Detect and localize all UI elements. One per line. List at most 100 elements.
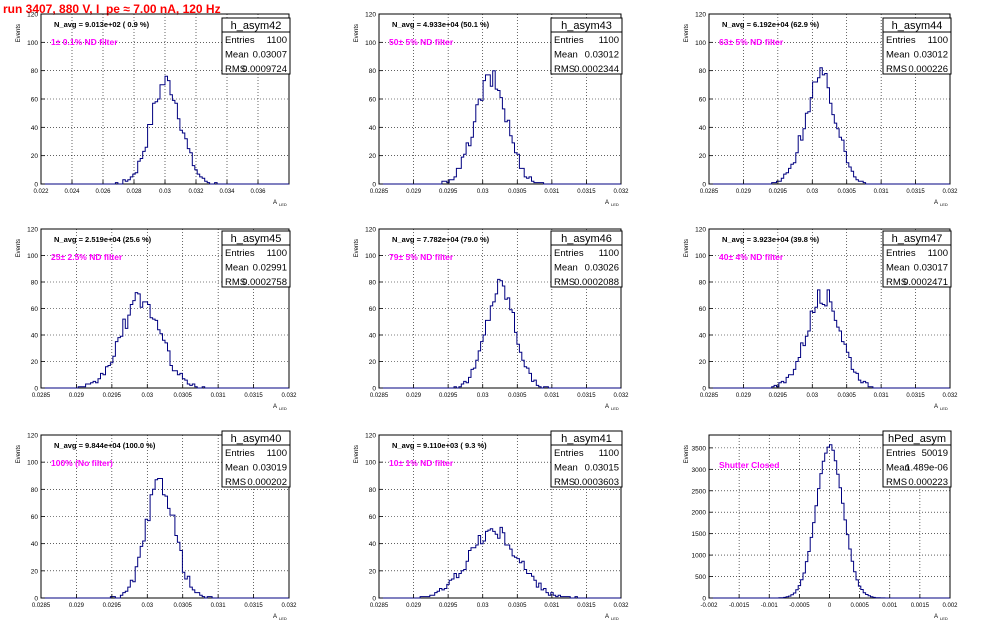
y-tick-label: 60 <box>699 97 707 104</box>
x-tick-label: 0.0005 <box>850 603 869 609</box>
y-tick-label: 40 <box>369 125 377 132</box>
x-axis-title-subscript: LED <box>279 616 287 621</box>
histogram-panel-h_asym46: 0 20 40 60 80 100 120 0.0285 0.029 0.0295 0.03 0.03… <box>354 227 629 412</box>
y-axis-title: Events <box>16 24 22 42</box>
y-tick-label: 1000 <box>692 553 707 560</box>
y-tick-label: 100 <box>695 253 706 260</box>
histogram-line <box>41 292 289 389</box>
y-tick-label: 80 <box>369 487 377 494</box>
navg-label: N_avg = 2.519e+04 (25.6 %) <box>54 235 152 244</box>
x-tick-label: 0.034 <box>219 189 235 195</box>
x-axis-title-subscript: LED <box>940 406 948 411</box>
stats-label: Entries <box>225 448 255 459</box>
y-tick-label: 3500 <box>692 445 707 452</box>
y-tick-label: 60 <box>699 306 707 313</box>
filter-label: 40± 4% ND filter <box>719 252 784 262</box>
y-tick-label: 20 <box>31 153 39 160</box>
x-tick-label: 0.0295 <box>769 393 788 399</box>
stats-label: Entries <box>225 35 255 46</box>
histogram-line <box>709 289 950 389</box>
y-tick-label: 20 <box>699 153 707 160</box>
x-tick-label: -0.001 <box>761 603 779 609</box>
x-axis-title-subscript: LED <box>611 202 619 207</box>
x-axis-title-subscript: LED <box>611 616 619 621</box>
y-tick-label: 40 <box>369 541 377 548</box>
stats-label: Mean <box>886 50 910 61</box>
stats-label: Mean <box>554 263 578 274</box>
filter-label: 25± 2.5% ND filter <box>51 252 123 262</box>
y-tick-label: 100 <box>27 253 38 260</box>
y-tick-label: 120 <box>695 12 706 19</box>
x-tick-label: 0.032 <box>613 393 629 399</box>
x-tick-label: 0.031 <box>874 189 890 195</box>
stats-label: RMS <box>225 477 246 488</box>
stats-value: 1100 <box>599 248 619 259</box>
stats-value: 0.0002471 <box>903 277 948 288</box>
x-axis-title: A <box>605 614 609 620</box>
y-tick-label: 2000 <box>692 510 707 517</box>
y-tick-label: 1500 <box>692 531 707 538</box>
y-tick-label: 60 <box>31 306 39 313</box>
stats-value: 0.000226 <box>908 64 948 75</box>
x-axis-title: A <box>273 614 277 620</box>
x-axis-title-subscript: LED <box>940 202 948 207</box>
stats-label: Entries <box>554 448 584 459</box>
x-tick-label: 0.028 <box>126 189 142 195</box>
y-tick-label: 80 <box>369 68 377 75</box>
y-tick-label: 0 <box>34 386 38 393</box>
y-tick-label: 20 <box>699 359 707 366</box>
x-tick-label: 0.0285 <box>32 603 51 609</box>
stats-label: Mean <box>886 263 910 274</box>
histogram-name: h_asym43 <box>561 20 612 32</box>
y-tick-label: 0 <box>702 182 706 189</box>
x-tick-label: 0.0305 <box>174 393 193 399</box>
stats-value: 0.0002758 <box>242 277 287 288</box>
stats-value: 1100 <box>928 35 948 46</box>
y-tick-label: 20 <box>31 359 39 366</box>
y-tick-label: 40 <box>699 125 707 132</box>
histogram-name: h_asym45 <box>231 233 282 245</box>
y-tick-label: 80 <box>31 68 39 75</box>
filter-label: 63± 5% ND filter <box>719 37 784 47</box>
x-axis-title-subscript: LED <box>279 202 287 207</box>
x-tick-label: 0.031 <box>544 603 560 609</box>
x-tick-label: 0.024 <box>64 189 80 195</box>
stats-label: Mean <box>554 463 578 474</box>
stats-value: 1100 <box>599 35 619 46</box>
navg-label: N_avg = 9.013e+02 ( 0.9 %) <box>54 20 150 29</box>
x-tick-label: 0.029 <box>69 603 85 609</box>
stats-label: Mean <box>225 50 249 61</box>
navg-label: N_avg = 9.844e+04 (100.0 %) <box>54 441 156 450</box>
stats-box <box>550 230 623 288</box>
stats-label: RMS <box>886 64 907 75</box>
y-tick-label: 120 <box>27 227 38 234</box>
x-tick-label: 0.032 <box>942 393 958 399</box>
filter-label: 1± 0.1% ND filter <box>51 37 118 47</box>
y-axis-title: Events <box>684 24 690 42</box>
y-tick-label: 60 <box>369 97 377 104</box>
x-tick-label: 0.0315 <box>244 603 263 609</box>
x-tick-label: 0.03 <box>806 189 818 195</box>
histogram-line <box>709 444 950 599</box>
y-tick-label: 3000 <box>692 467 707 474</box>
x-tick-label: 0.0305 <box>174 603 193 609</box>
y-tick-label: 120 <box>27 12 38 19</box>
histogram-line <box>379 70 621 185</box>
stats-label: Entries <box>886 35 916 46</box>
y-tick-label: 0 <box>372 386 376 393</box>
y-tick-label: 0 <box>702 596 706 603</box>
y-tick-label: 100 <box>365 253 376 260</box>
y-axis-title: Events <box>354 239 360 257</box>
y-tick-label: 120 <box>365 12 376 19</box>
x-tick-label: 0.031 <box>211 603 227 609</box>
x-tick-label: 0.0315 <box>906 189 925 195</box>
x-tick-label: 0.0295 <box>103 393 122 399</box>
filter-label: 10± 1% ND filter <box>389 458 454 468</box>
y-tick-label: 120 <box>27 433 38 440</box>
histogram-panel-hPed_asym: 0 500 1000 1500 2000 2500 3000 3500 -0.002 -0.001… <box>684 430 958 621</box>
x-tick-label: 0.029 <box>406 603 422 609</box>
x-tick-label: 0.0305 <box>508 393 527 399</box>
y-tick-label: 0 <box>34 182 38 189</box>
x-tick-label: 0.0315 <box>577 393 596 399</box>
